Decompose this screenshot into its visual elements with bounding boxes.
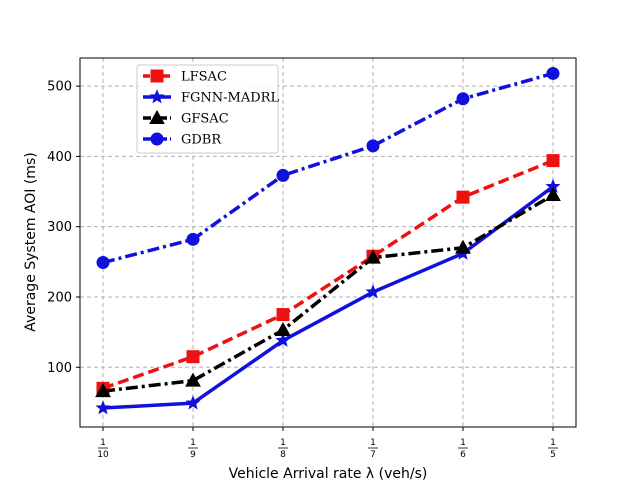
data-point-gdbr <box>456 92 470 106</box>
series-group <box>95 66 561 415</box>
legend-item-gdbr: GDBR <box>143 132 222 148</box>
series-gdbr <box>96 66 560 270</box>
x-tick-label-numerator: 1 <box>550 438 556 448</box>
data-point-gfsac <box>545 187 561 202</box>
grid <box>80 58 576 427</box>
data-point-fgnn-madrl <box>185 395 201 410</box>
series-line-fgnn-madrl <box>102 185 555 410</box>
data-point-lfsac <box>546 154 560 168</box>
legend-marker <box>149 109 165 124</box>
legend-label: FGNN-MADRL <box>181 91 279 106</box>
y-tick-label: 200 <box>47 290 72 305</box>
y-tick-label: 300 <box>47 220 72 235</box>
data-point-gfsac <box>95 383 111 398</box>
x-tick-label-denominator: 5 <box>550 450 556 460</box>
legend-label: GDBR <box>181 133 222 148</box>
series-lfsac <box>96 154 560 395</box>
legend-marker <box>149 89 165 104</box>
data-point-gfsac <box>185 372 201 387</box>
x-tick-label-denominator: 10 <box>97 450 109 460</box>
data-point-gdbr <box>276 168 290 182</box>
data-point-gfsac <box>275 321 291 337</box>
series-line-lfsac <box>102 158 554 390</box>
x-tick-label-numerator: 1 <box>100 438 106 448</box>
data-point-gdbr <box>96 256 110 270</box>
data-point-fgnn-madrl <box>95 400 111 415</box>
x-axis-label: Vehicle Arrival rate λ (veh/s) <box>229 466 428 480</box>
data-point-gdbr <box>186 232 200 246</box>
y-tick-label: 500 <box>47 80 72 95</box>
legend-marker <box>150 69 164 83</box>
x-tick-label-numerator: 1 <box>460 438 466 448</box>
x-tick-label-numerator: 1 <box>190 438 196 448</box>
legend-item-lfsac: LFSAC <box>143 69 227 85</box>
series-fgnn-madrl <box>95 178 561 415</box>
data-point-gdbr <box>546 66 560 80</box>
data-point-fgnn-madrl <box>275 332 291 347</box>
x-tick-label-denominator: 7 <box>370 450 376 460</box>
x-tick-label-denominator: 6 <box>460 450 466 460</box>
plot-frame <box>79 57 577 428</box>
series-gfsac <box>95 187 561 398</box>
x-tick-label-numerator: 1 <box>370 438 376 448</box>
x-tick-label-denominator: 9 <box>190 450 196 460</box>
legend-box <box>136 64 279 154</box>
y-tick-label: 100 <box>47 361 72 376</box>
x-tick-label-denominator: 8 <box>280 450 286 460</box>
legend-item-gfsac: GFSAC <box>143 109 229 127</box>
legend-marker <box>150 132 164 146</box>
y-tick-label: 400 <box>47 150 72 165</box>
data-point-lfsac <box>186 350 200 364</box>
x-tick-label-numerator: 1 <box>280 438 286 448</box>
series-line-gfsac <box>102 193 554 393</box>
legend-item-fgnn-madrl: FGNN-MADRL <box>143 89 279 106</box>
data-point-fgnn-madrl <box>365 284 381 299</box>
data-point-lfsac <box>276 308 290 322</box>
legend: LFSAC FGNN-MADRL GFSAC GDBR <box>136 64 279 154</box>
legend-label: GFSAC <box>181 112 229 127</box>
data-point-gdbr <box>366 139 380 153</box>
y-axis-label: Average System AOI (ms) <box>23 152 39 331</box>
data-point-gfsac <box>365 249 381 264</box>
series-line-gdbr <box>102 71 554 265</box>
data-point-gfsac <box>455 239 471 254</box>
legend-label: LFSAC <box>181 70 227 85</box>
data-point-lfsac <box>456 190 470 204</box>
